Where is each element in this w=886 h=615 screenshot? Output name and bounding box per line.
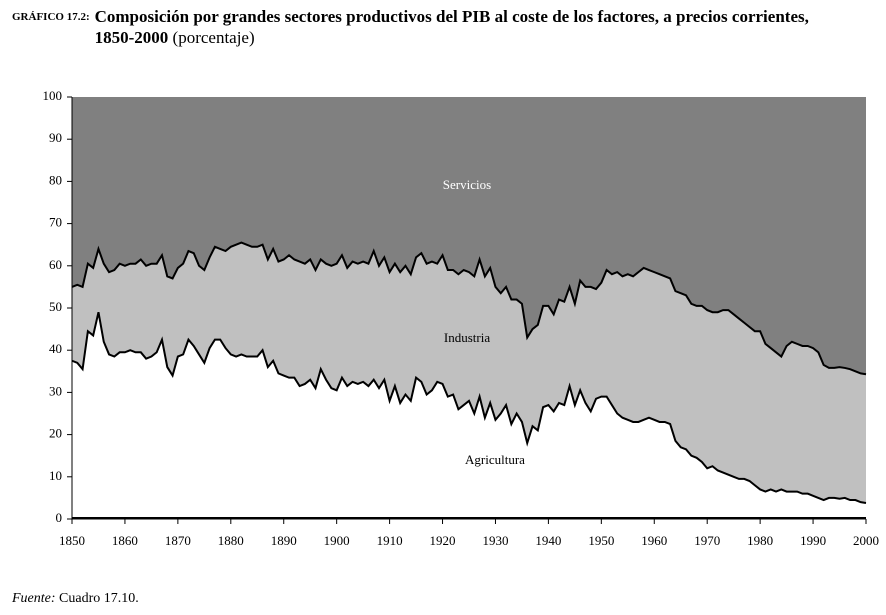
x-tick-label: 1980	[747, 533, 773, 548]
source-label: Fuente:	[12, 591, 56, 606]
boundary-line	[71, 241, 867, 376]
y-tick-label: 90	[49, 130, 62, 145]
y-tick-label: 60	[49, 257, 62, 272]
x-tick-label: 1870	[165, 533, 191, 548]
y-tick-label: 30	[49, 383, 62, 398]
area	[72, 97, 866, 375]
x-tick-label: 2000	[853, 533, 879, 548]
y-tick-label: 0	[56, 510, 63, 525]
chart-title: Composición por grandes sectores product…	[94, 7, 809, 47]
y-tick-label: 40	[49, 341, 62, 356]
x-tick-label: 1890	[271, 533, 297, 548]
series-label: Industria	[444, 330, 490, 345]
y-tick-label: 100	[43, 88, 63, 103]
series-label: Servicios	[443, 177, 491, 192]
x-tick-label: 1940	[535, 533, 561, 548]
boundary-line	[71, 311, 867, 504]
y-tick-label: 80	[49, 172, 62, 187]
header: GRÁFICO 17.2: Composición por grandes se…	[12, 6, 835, 48]
x-tick-label: 1960	[641, 533, 667, 548]
x-tick-label: 1930	[482, 533, 508, 548]
x-tick-label: 1860	[112, 533, 138, 548]
y-tick-label: 20	[49, 426, 62, 441]
x-tick-label: 1900	[324, 533, 350, 548]
series-label: Agricultura	[465, 452, 525, 467]
x-tick-label: 1970	[694, 533, 720, 548]
area	[72, 242, 866, 503]
chart: Agricultura Industria Servicios 0 10 20 30 40 50…	[43, 88, 880, 548]
x-tick-label: 1920	[430, 533, 456, 548]
source: Fuente: Cuadro 17.10.	[12, 591, 139, 607]
x-tick-label: 1950	[588, 533, 614, 548]
subtitle: (porcentaje)	[172, 28, 255, 47]
title-block: Composición por grandes sectores product…	[95, 6, 835, 48]
y-tick-label: 50	[49, 299, 62, 314]
y-tick-label: 70	[49, 215, 62, 230]
x-tick-label: 1880	[218, 533, 244, 548]
source-text: Cuadro 17.10.	[59, 591, 139, 606]
x-tick-label: 1850	[59, 533, 85, 548]
x-tick-label: 1990	[800, 533, 826, 548]
title-label: GRÁFICO 17.2:	[12, 11, 90, 23]
y-tick-label: 10	[49, 468, 62, 483]
x-tick-label: 1910	[377, 533, 403, 548]
